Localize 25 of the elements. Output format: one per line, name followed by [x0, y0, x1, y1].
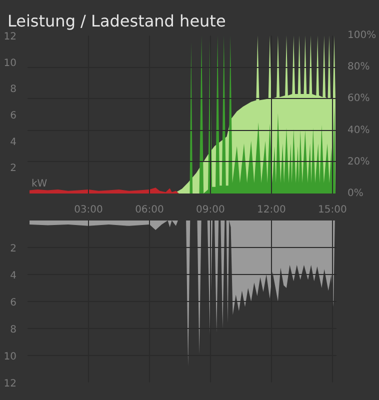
y2-tick-label: 60% — [348, 93, 370, 104]
y2-tick-label: 20% — [348, 156, 370, 168]
y-tick-label: 10 — [4, 352, 17, 362]
y-tick-label: 12 — [4, 378, 17, 390]
y-tick-label: 8 — [10, 84, 17, 96]
y-tick-label: 2 — [10, 163, 17, 174]
x-tick-label: 03:00 — [74, 204, 103, 216]
y2-tick-label: 80% — [348, 62, 370, 73]
y-tick-label: 4 — [10, 136, 17, 148]
chart-title: Leistung / Ladestand heute — [8, 12, 226, 30]
y-tick-label: 6 — [10, 298, 17, 308]
y2-tick-label: 0% — [348, 188, 364, 199]
x-tick-label: 06:00 — [135, 204, 164, 216]
y-tick-label: 4 — [10, 270, 17, 282]
x-tick-label: 12:00 — [257, 204, 286, 216]
y-tick-label: 6 — [10, 110, 17, 122]
x-tick-label: 09:00 — [196, 204, 225, 216]
y2-tick-label: 40% — [348, 124, 370, 136]
y2-tick-label: 100% — [348, 30, 376, 41]
y-tick-label: 2 — [10, 244, 17, 254]
y-tick-label: 10 — [4, 58, 17, 69]
y-tick-label: 8 — [10, 324, 17, 336]
x-tick-label: 15:00 — [318, 204, 347, 216]
y-tick-label: 12 — [4, 32, 17, 42]
y-axis-title: kW — [32, 178, 48, 190]
